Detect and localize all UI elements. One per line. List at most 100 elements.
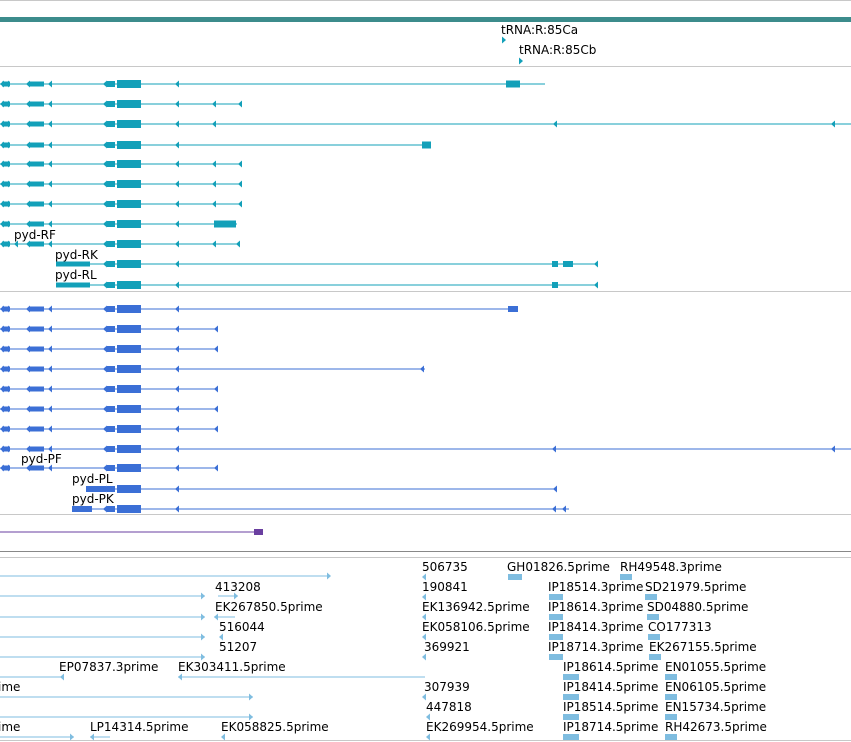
est-label[interactable]: EK136942.5prime xyxy=(422,600,530,614)
est-label[interactable]: 307939 xyxy=(424,680,470,694)
strand-arrow-left[interactable] xyxy=(212,180,216,188)
transcript-label-pyd-rk[interactable]: pyd-RK xyxy=(55,248,98,262)
est-label[interactable]: RH49548.3prime xyxy=(620,560,722,574)
est-arrow[interactable] xyxy=(219,633,223,641)
est-label[interactable]: IP18514.3prime xyxy=(548,580,644,594)
est-label[interactable]: EK267850.5prime xyxy=(215,600,323,614)
est-label[interactable]: CO177313 xyxy=(648,620,712,634)
est-label[interactable]: EN01055.5prime xyxy=(665,660,767,674)
purple-feature-block[interactable] xyxy=(254,529,263,535)
exon-block[interactable] xyxy=(117,485,141,493)
est-label[interactable]: ime xyxy=(0,720,21,734)
est-arrow[interactable] xyxy=(426,733,430,741)
est-arrow[interactable] xyxy=(90,733,94,741)
exon-block[interactable] xyxy=(86,486,106,492)
est-label[interactable]: LP14314.5prime xyxy=(90,720,189,734)
est-block[interactable] xyxy=(645,594,657,600)
est-block[interactable] xyxy=(563,674,579,680)
est-label[interactable]: 413208 xyxy=(215,580,261,594)
trna-label-b[interactable]: tRNA:R:85Cb xyxy=(519,43,597,57)
strand-arrow-left[interactable] xyxy=(103,505,107,513)
est-block[interactable] xyxy=(665,734,677,740)
est-block[interactable] xyxy=(563,694,579,700)
est-label[interactable]: IP18714.3prime xyxy=(548,640,644,654)
est-label[interactable]: EK058825.5prime xyxy=(221,720,329,734)
est-arrow[interactable] xyxy=(422,613,426,621)
est-arrow[interactable] xyxy=(327,572,331,580)
est-label[interactable]: IP18614.3prime xyxy=(548,600,644,614)
est-label[interactable]: 447818 xyxy=(426,700,472,714)
exon-block[interactable] xyxy=(72,506,92,512)
strand-arrow-left[interactable] xyxy=(14,240,18,248)
transcript-label-pyd-rf[interactable]: pyd-RF xyxy=(14,228,56,242)
est-label[interactable]: 190841 xyxy=(422,580,468,594)
est-label[interactable]: 51207 xyxy=(219,640,258,654)
exon-block[interactable] xyxy=(107,506,115,512)
exon-block[interactable] xyxy=(107,261,115,267)
est-arrow[interactable] xyxy=(422,633,426,641)
est-label[interactable]: SD04880.5prime xyxy=(647,600,749,614)
strand-arrow-left[interactable] xyxy=(103,485,107,493)
exon-block[interactable] xyxy=(117,281,141,289)
est-arrow[interactable] xyxy=(60,673,64,681)
strand-arrow-left[interactable] xyxy=(214,325,218,333)
strand-arrow-left[interactable] xyxy=(103,281,107,289)
strand-arrow-left[interactable] xyxy=(175,260,179,268)
strand-arrow-left[interactable] xyxy=(175,281,179,289)
strand-arrow-left[interactable] xyxy=(594,281,598,289)
est-label[interactable]: SD21979.5prime xyxy=(645,580,747,594)
protein-label-pyd-pf[interactable]: pyd-PF xyxy=(21,452,62,466)
est-block[interactable] xyxy=(620,574,632,580)
est-label[interactable]: EK267155.5prime xyxy=(649,640,757,654)
strand-arrow-left[interactable] xyxy=(214,425,218,433)
est-block[interactable] xyxy=(549,614,563,620)
exon-block[interactable] xyxy=(117,505,141,513)
strand-arrow-left[interactable] xyxy=(238,160,242,168)
strand-arrow-left[interactable] xyxy=(552,505,556,513)
trna-feature[interactable] xyxy=(502,36,506,44)
strand-arrow-left[interactable] xyxy=(562,505,566,513)
est-block[interactable] xyxy=(647,614,659,620)
strand-arrow-left[interactable] xyxy=(212,240,216,248)
est-arrow[interactable] xyxy=(422,573,426,581)
strand-arrow-left[interactable] xyxy=(552,445,556,453)
est-block[interactable] xyxy=(508,574,522,580)
strand-arrow-left[interactable] xyxy=(553,485,557,493)
est-arrow[interactable] xyxy=(426,713,430,721)
est-label[interactable]: EK303411.5prime xyxy=(178,660,286,674)
est-arrow[interactable] xyxy=(249,693,253,701)
exon-block[interactable] xyxy=(563,261,573,267)
strand-arrow-left[interactable] xyxy=(214,345,218,353)
strand-arrow-left[interactable] xyxy=(214,464,218,472)
trna-feature[interactable] xyxy=(519,57,523,65)
est-label[interactable]: 369921 xyxy=(424,640,470,654)
transcript-label-pyd-rl[interactable]: pyd-RL xyxy=(55,268,97,282)
strand-arrow-left[interactable] xyxy=(212,200,216,208)
est-label[interactable]: IP18414.5prime xyxy=(563,680,659,694)
strand-arrow-left[interactable] xyxy=(214,385,218,393)
strand-arrow-left[interactable] xyxy=(553,120,557,128)
est-arrow[interactable] xyxy=(422,593,426,601)
est-block[interactable] xyxy=(563,734,579,740)
est-block[interactable] xyxy=(665,674,677,680)
strand-arrow-left[interactable] xyxy=(175,485,179,493)
exon-block[interactable] xyxy=(56,282,90,288)
est-arrow[interactable] xyxy=(422,653,426,661)
strand-arrow-left[interactable] xyxy=(238,180,242,188)
exon-block[interactable] xyxy=(117,260,141,268)
exon-block[interactable] xyxy=(107,486,115,492)
est-arrow[interactable] xyxy=(214,613,218,621)
est-label[interactable]: IP18514.5prime xyxy=(563,700,659,714)
strand-arrow-left[interactable] xyxy=(238,200,242,208)
est-arrow[interactable] xyxy=(422,693,426,701)
est-label[interactable]: EN15734.5prime xyxy=(665,700,767,714)
est-block[interactable] xyxy=(665,714,677,720)
est-block[interactable] xyxy=(549,634,563,640)
strand-arrow-left[interactable] xyxy=(594,260,598,268)
est-label[interactable]: IP18714.5prime xyxy=(563,720,659,734)
est-label[interactable]: IP18614.5prime xyxy=(563,660,659,674)
est-label[interactable]: GH01826.5prime xyxy=(507,560,610,574)
strand-arrow-left[interactable] xyxy=(212,160,216,168)
est-label[interactable]: 516044 xyxy=(219,620,265,634)
exon-block[interactable] xyxy=(552,282,558,288)
